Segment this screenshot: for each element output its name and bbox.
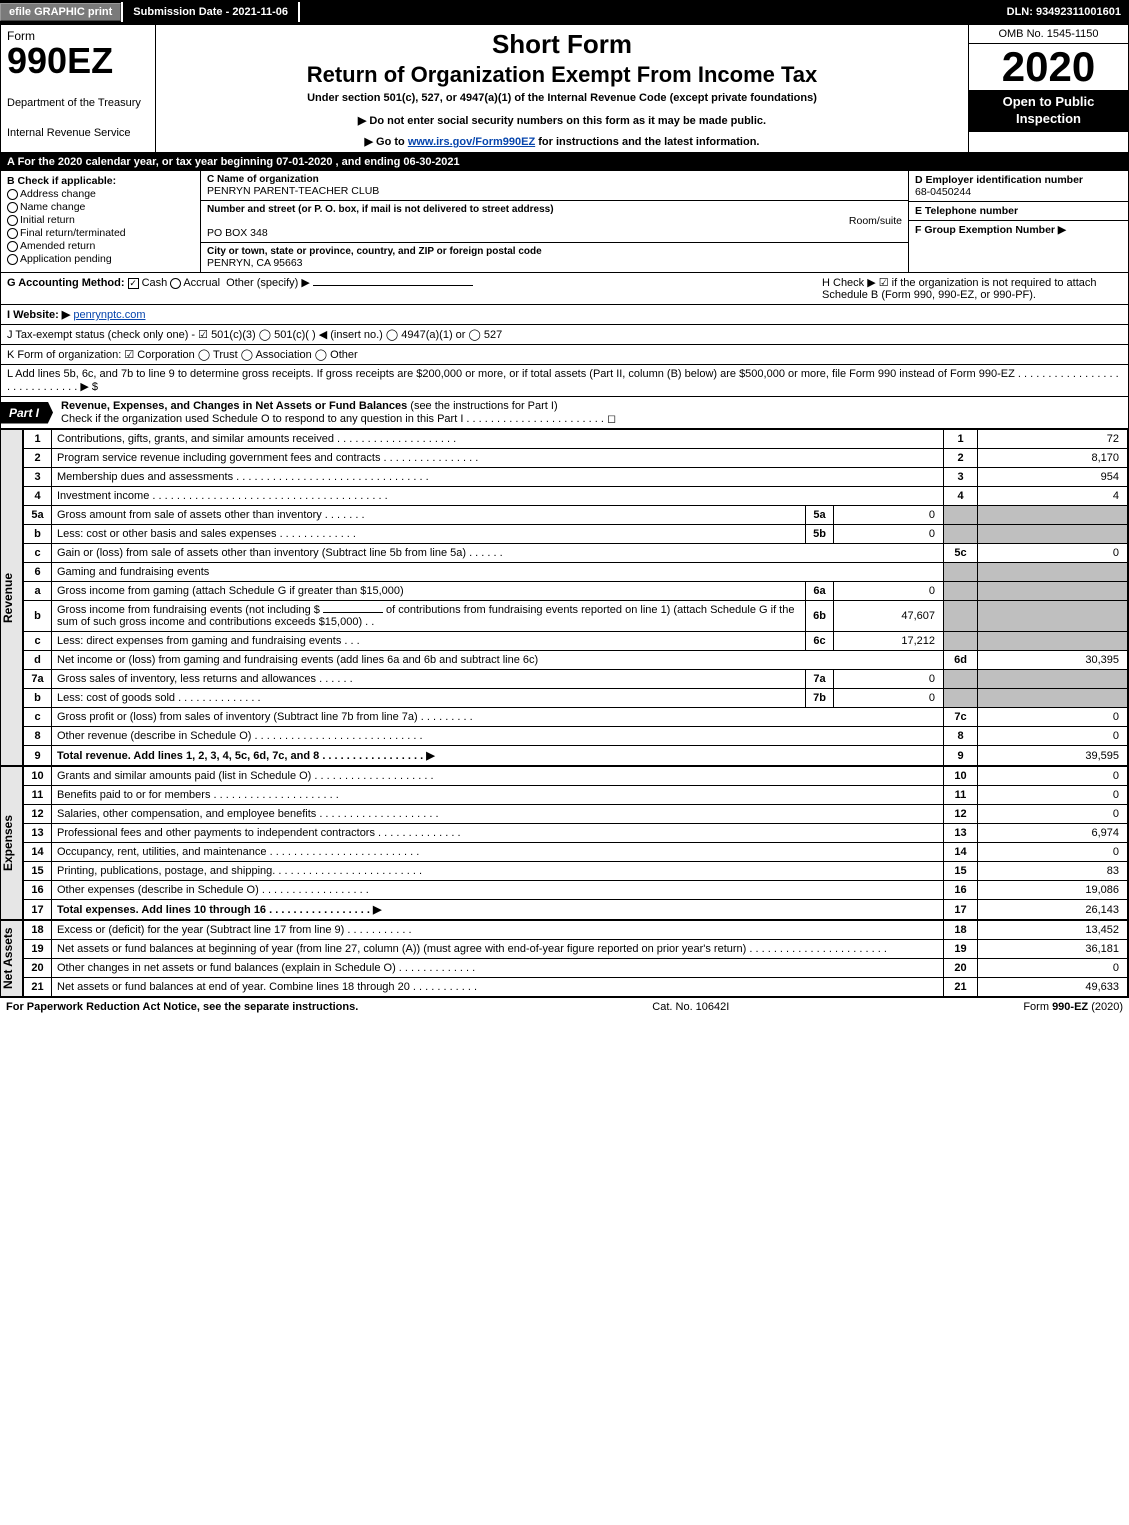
city-label: City or town, state or province, country… xyxy=(207,246,902,257)
side-expenses: Expenses xyxy=(1,766,23,920)
row-l: L Add lines 5b, 6c, and 7b to line 9 to … xyxy=(1,365,1128,397)
goto-link-line: ▶ Go to www.irs.gov/Form990EZ for instru… xyxy=(164,135,960,148)
org-city-cell: City or town, state or province, country… xyxy=(201,243,908,272)
tax-year: 2020 xyxy=(969,44,1128,90)
submission-date: Submission Date - 2021-11-06 xyxy=(121,2,300,22)
chk-application-pending[interactable]: Application pending xyxy=(7,253,194,265)
accrual-label: Accrual xyxy=(183,277,220,289)
other-specify: Other (specify) ▶ xyxy=(226,277,310,289)
chk-address-change[interactable]: Address change xyxy=(7,188,194,200)
part-1-title: Revenue, Expenses, and Changes in Net As… xyxy=(53,397,1128,428)
irs-link[interactable]: www.irs.gov/Form990EZ xyxy=(408,136,535,148)
org-name-value: PENRYN PARENT-TEACHER CLUB xyxy=(207,185,379,197)
row-g-h: G Accounting Method: ✓Cash Accrual Other… xyxy=(1,273,1128,305)
side-netassets: Net Assets xyxy=(1,920,23,997)
paperwork-notice: For Paperwork Reduction Act Notice, see … xyxy=(6,1001,358,1013)
dept-treasury: Department of the Treasury xyxy=(7,97,149,109)
part-1-check: Check if the organization used Schedule … xyxy=(61,413,616,425)
box-def: D Employer identification number 68-0450… xyxy=(908,171,1128,272)
room-suite-label: Room/suite xyxy=(849,215,902,227)
box-b: B Check if applicable: Address change Na… xyxy=(1,171,201,272)
cat-no: Cat. No. 10642I xyxy=(652,1001,729,1013)
box-b-title: B Check if applicable: xyxy=(7,175,194,187)
footer: For Paperwork Reduction Act Notice, see … xyxy=(0,998,1129,1016)
address-label: Number and street (or P. O. box, if mail… xyxy=(207,204,902,215)
g-label: G Accounting Method: xyxy=(7,277,125,289)
part-1-tag: Part I xyxy=(1,402,53,424)
ein-value: 68-0450244 xyxy=(915,186,971,198)
phone-label: E Telephone number xyxy=(915,205,1018,217)
chk-amended-return[interactable]: Amended return xyxy=(7,240,194,252)
form-number: 990EZ xyxy=(7,43,149,79)
expenses-table: 10Grants and similar amounts paid (list … xyxy=(23,766,1128,920)
netassets-section: Net Assets 18Excess or (deficit) for the… xyxy=(1,920,1128,997)
chk-name-change[interactable]: Name change xyxy=(7,201,194,213)
city-value: PENRYN, CA 95663 xyxy=(207,257,303,269)
revenue-table: 1Contributions, gifts, grants, and simil… xyxy=(23,429,1128,766)
form-outer: Form 990EZ Department of the Treasury In… xyxy=(0,24,1129,998)
short-form-title: Short Form xyxy=(164,29,960,60)
efile-print-button[interactable]: efile GRAPHIC print xyxy=(0,3,121,21)
group-exemption-cell: F Group Exemption Number ▶ xyxy=(909,221,1128,272)
row-a-tax-year: A For the 2020 calendar year, or tax yea… xyxy=(1,153,1128,171)
goto-post: for instructions and the latest informat… xyxy=(535,136,759,148)
website-link[interactable]: penrynptc.com xyxy=(73,309,145,321)
form-ref: Form 990-EZ (2020) xyxy=(1023,1001,1123,1013)
row-j: J Tax-exempt status (check only one) - ☑… xyxy=(1,325,1128,345)
under-section: Under section 501(c), 527, or 4947(a)(1)… xyxy=(164,92,960,104)
header-left: Form 990EZ Department of the Treasury In… xyxy=(1,25,156,152)
org-address-cell: Number and street (or P. O. box, if mail… xyxy=(201,201,908,243)
part-1-header: Part I Revenue, Expenses, and Changes in… xyxy=(1,397,1128,429)
return-title: Return of Organization Exempt From Incom… xyxy=(164,62,960,88)
cash-label: Cash xyxy=(142,277,168,289)
phone-cell: E Telephone number xyxy=(909,202,1128,221)
expenses-section: Expenses 10Grants and similar amounts pa… xyxy=(1,766,1128,920)
chk-cash[interactable]: ✓ xyxy=(128,278,139,289)
row-i: I Website: ▶ penrynptc.com xyxy=(1,305,1128,325)
ein-cell: D Employer identification number 68-0450… xyxy=(909,171,1128,202)
info-grid: B Check if applicable: Address change Na… xyxy=(1,171,1128,273)
chk-final-return[interactable]: Final return/terminated xyxy=(7,227,194,239)
org-name-label: C Name of organization xyxy=(207,174,902,185)
dept-irs: Internal Revenue Service xyxy=(7,127,149,139)
ein-label: D Employer identification number xyxy=(915,174,1083,186)
revenue-section: Revenue 1Contributions, gifts, grants, a… xyxy=(1,429,1128,766)
omb-number: OMB No. 1545-1150 xyxy=(969,25,1128,44)
org-name-cell: C Name of organization PENRYN PARENT-TEA… xyxy=(201,171,908,201)
box-c: C Name of organization PENRYN PARENT-TEA… xyxy=(201,171,908,272)
address-value: PO BOX 348 xyxy=(207,227,268,239)
row-g: G Accounting Method: ✓Cash Accrual Other… xyxy=(7,276,802,301)
goto-pre: ▶ Go to xyxy=(365,136,408,148)
header-center: Short Form Return of Organization Exempt… xyxy=(156,25,968,152)
website-label: I Website: ▶ xyxy=(7,309,70,321)
open-to-public: Open to Public Inspection xyxy=(969,90,1128,132)
chk-initial-return[interactable]: Initial return xyxy=(7,214,194,226)
row-h: H Check ▶ ☑ if the organization is not r… xyxy=(822,276,1122,301)
top-bar: efile GRAPHIC print Submission Date - 20… xyxy=(0,0,1129,24)
chk-accrual[interactable] xyxy=(170,278,181,289)
netassets-table: 18Excess or (deficit) for the year (Subt… xyxy=(23,920,1128,997)
row-k: K Form of organization: ☑ Corporation ◯ … xyxy=(1,345,1128,365)
dln-label: DLN: 93492311001601 xyxy=(999,2,1129,22)
other-specify-input[interactable] xyxy=(313,285,473,286)
form-header: Form 990EZ Department of the Treasury In… xyxy=(1,25,1128,153)
header-right: OMB No. 1545-1150 2020 Open to Public In… xyxy=(968,25,1128,152)
ssn-warning: ▶ Do not enter social security numbers o… xyxy=(164,114,960,127)
group-exemption-label: F Group Exemption Number ▶ xyxy=(915,224,1066,236)
side-revenue: Revenue xyxy=(1,429,23,766)
